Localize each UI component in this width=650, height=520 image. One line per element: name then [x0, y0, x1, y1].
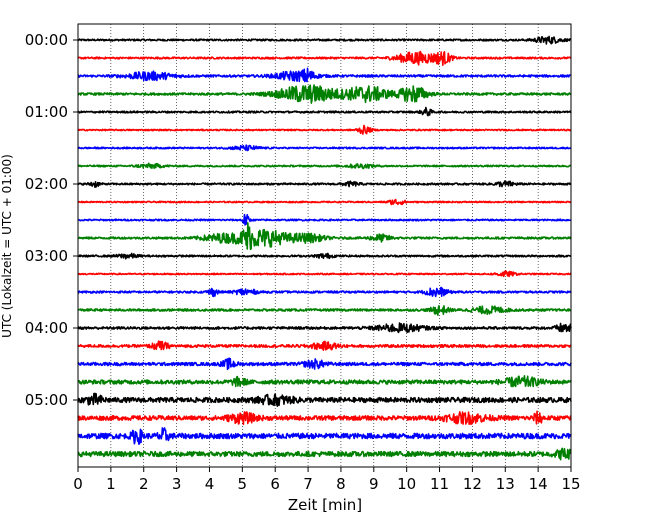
trace-row-2-blue [77, 67, 572, 83]
x-tick-label-3: 3 [172, 475, 182, 493]
plot-frame [77, 23, 572, 468]
x-tick-label-14: 14 [529, 475, 548, 493]
y-tick-label-0: 00:00 [25, 31, 68, 49]
trace-row-0-black [77, 35, 572, 45]
y-tick-label-2: 02:00 [25, 175, 68, 193]
x-tick-label-13: 13 [496, 475, 515, 493]
trace-row-7-green [77, 162, 572, 170]
y-tick-label-3: 03:00 [25, 247, 68, 265]
trace-row-12-black [77, 252, 572, 260]
y-tick-label-1: 01:00 [25, 103, 68, 121]
trace-row-5-red [77, 124, 572, 135]
trace-row-4-black [77, 106, 572, 117]
trace-row-6-blue [77, 144, 572, 152]
trace-row-23-green [77, 447, 572, 461]
trace-row-15-green [77, 305, 572, 316]
x-axis-ticks: 0 1 2 3 4 5 6 7 8 9 10 11 12 13 14 15 [73, 467, 581, 493]
trace-row-19-green [77, 375, 572, 388]
x-tick-label-2: 2 [139, 475, 149, 493]
trace-row-21-red [77, 410, 572, 426]
x-tick-label-15: 15 [561, 475, 580, 493]
x-axis-title: Zeit [min] [288, 496, 362, 514]
trace-row-3-green [77, 84, 572, 104]
trace-row-22-blue [77, 427, 572, 445]
y-axis-ticks: 00:00 01:00 02:00 03:00 04:00 05:00 [25, 31, 78, 409]
trace-row-8-black [77, 180, 572, 188]
seismic-traces [77, 35, 572, 461]
x-tick-label-6: 6 [270, 475, 280, 493]
x-tick-label-0: 0 [73, 475, 83, 493]
trace-row-1-red [77, 50, 572, 67]
y-tick-label-5: 05:00 [25, 391, 68, 409]
y-axis-title: UTC (Lokalzeit = UTC + 01:00) [0, 154, 14, 338]
x-tick-label-9: 9 [369, 475, 379, 493]
trace-row-16-black [77, 322, 572, 334]
trace-row-14-blue [77, 286, 572, 298]
x-tick-label-7: 7 [303, 475, 313, 493]
x-tick-label-8: 8 [336, 475, 346, 493]
trace-row-10-blue [77, 213, 572, 226]
y-tick-label-4: 04:00 [25, 319, 68, 337]
vertical-grid-lines [110, 24, 539, 467]
x-tick-label-12: 12 [463, 475, 482, 493]
trace-row-11-green [77, 221, 572, 251]
trace-row-9-red [77, 198, 572, 206]
trace-row-13-red [77, 270, 572, 278]
x-tick-label-1: 1 [106, 475, 116, 493]
trace-row-17-red [77, 340, 572, 352]
x-tick-label-4: 4 [205, 475, 215, 493]
x-tick-label-5: 5 [238, 475, 248, 493]
x-tick-label-11: 11 [430, 475, 449, 493]
trace-row-20-black [77, 392, 572, 407]
x-tick-label-10: 10 [397, 475, 416, 493]
trace-row-18-blue [77, 357, 572, 371]
